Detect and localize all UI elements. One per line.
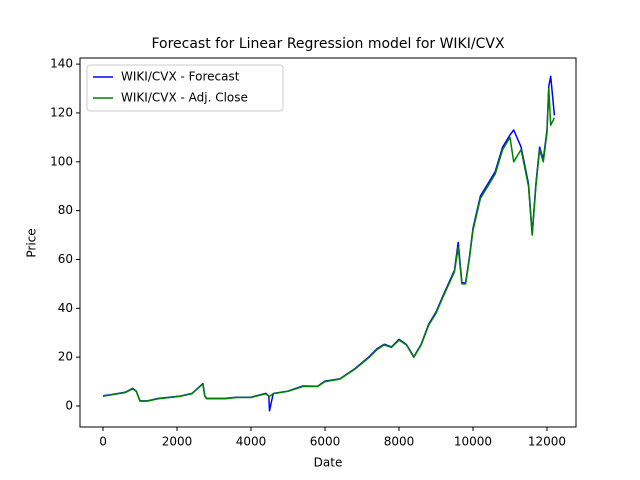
y-tick-label: 60: [58, 252, 73, 266]
chart-title: Forecast for Linear Regression model for…: [151, 36, 504, 52]
y-axis-label: Price: [25, 228, 39, 257]
x-tick-label: 6000: [310, 435, 341, 449]
y-tick-label: 0: [65, 398, 73, 412]
legend: WIKI/CVX - Forecast WIKI/CVX - Adj. Close: [86, 64, 284, 112]
x-tick-label: 12000: [528, 435, 566, 449]
x-tick-label: 10000: [454, 435, 492, 449]
legend-label: WIKI/CVX - Adj. Close: [121, 91, 248, 105]
y-tick-label: 40: [58, 301, 73, 315]
y-tick-label: 80: [58, 203, 73, 217]
y-tick-label: 20: [58, 350, 73, 364]
y-tick-label: 100: [50, 154, 73, 168]
x-tick-label: 0: [99, 435, 107, 449]
x-tick-label: 2000: [162, 435, 193, 449]
y-tick-label: 140: [50, 57, 73, 71]
series-line: [102, 87, 556, 402]
x-axis-label: Date: [314, 456, 343, 470]
y-tick-label: 120: [50, 105, 73, 119]
legend-label: WIKI/CVX - Forecast: [121, 70, 240, 84]
plot-frame: [79, 57, 577, 428]
x-tick-label: 4000: [236, 435, 267, 449]
x-tick-label: 8000: [384, 435, 415, 449]
legend-box: [86, 64, 284, 112]
